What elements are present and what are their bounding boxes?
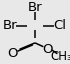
Text: CH₃: CH₃ (51, 50, 70, 63)
Text: O: O (7, 47, 18, 60)
Text: Br: Br (28, 1, 42, 14)
Text: Br: Br (3, 19, 17, 32)
Text: O: O (42, 43, 53, 56)
Text: Cl: Cl (54, 19, 67, 32)
